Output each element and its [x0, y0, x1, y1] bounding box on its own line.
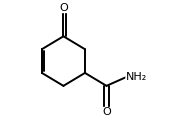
Text: NH₂: NH₂ [126, 72, 147, 82]
Text: O: O [59, 3, 68, 13]
Text: O: O [102, 107, 111, 117]
